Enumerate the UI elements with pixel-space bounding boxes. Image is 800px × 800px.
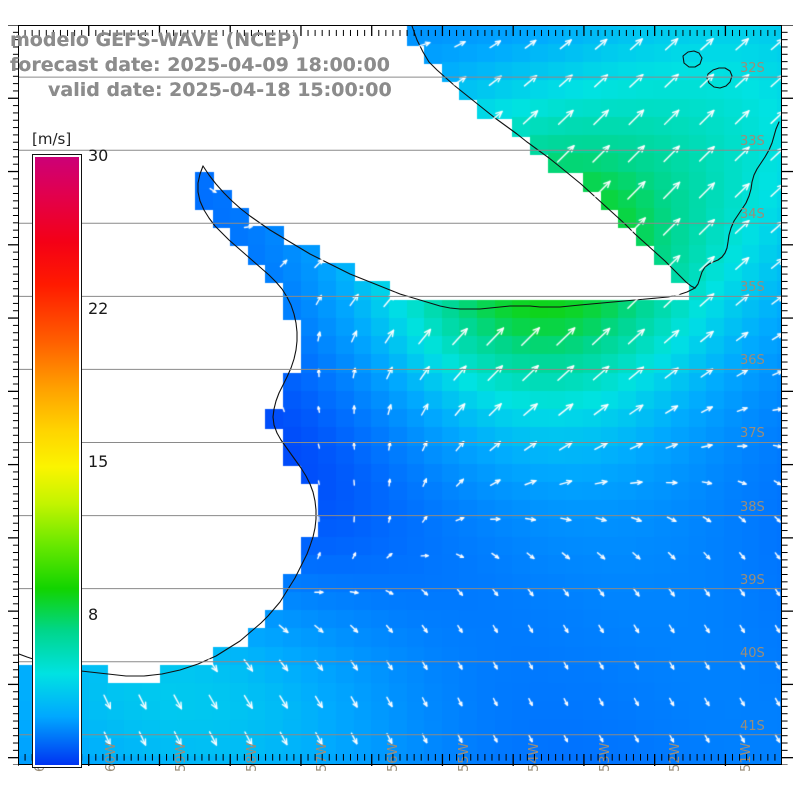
- colorbar-gradient: [32, 154, 82, 768]
- colorbar-tick-15: 15: [88, 452, 109, 471]
- colorbar: [m/s] 30 22 15 8: [20, 130, 130, 775]
- colorbar-unit-label: [m/s]: [32, 130, 72, 148]
- wind-direction-vectors: [19, 26, 781, 764]
- axis-ticks-right: [781, 25, 793, 765]
- title-block: modelo GEFS-WAVE (NCEP) forecast date: 2…: [0, 28, 800, 103]
- title-model-line: modelo GEFS-WAVE (NCEP): [10, 29, 300, 51]
- colorbar-tick-30: 30: [88, 146, 109, 165]
- map-panel[interactable]: [18, 25, 782, 765]
- map-gridlines: [19, 76, 781, 736]
- title-forecast-date: forecast date: 2025-04-09 18:00:00: [10, 54, 390, 76]
- colorbar-tick-22: 22: [88, 299, 109, 318]
- colorbar-tick-8: 8: [88, 605, 99, 624]
- title-valid-date: valid date: 2025-04-18 15:00:00: [48, 79, 392, 101]
